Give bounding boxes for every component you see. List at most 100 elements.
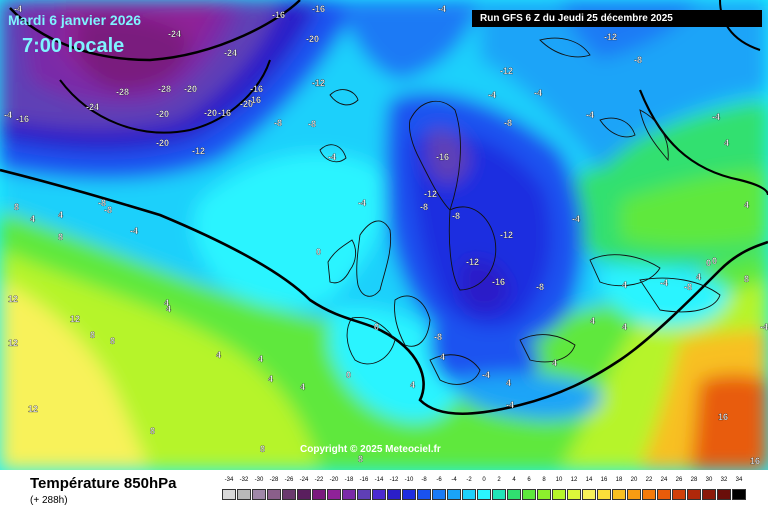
isotherm-value-label: -4 <box>534 88 542 98</box>
legend-swatch <box>552 489 566 500</box>
isotherm-value-label: 4 <box>590 316 595 326</box>
legend-label: -2 <box>466 477 472 483</box>
isotherm-value-label: 4 <box>440 352 445 362</box>
legend-label: -22 <box>314 477 324 483</box>
legend-swatch <box>432 489 446 500</box>
isotherm-value-label: -28 <box>158 84 171 94</box>
legend-swatch <box>342 489 356 500</box>
isotherm-value-label: 4 <box>166 304 171 314</box>
isotherm-value-label: -12 <box>466 257 479 267</box>
legend-label: -4 <box>451 477 457 483</box>
isotherm-value-label: -20 <box>156 109 169 119</box>
isotherm-value-label: -20 <box>240 99 253 109</box>
isotherm-value-label: 8 <box>110 336 115 346</box>
legend-label: -28 <box>269 477 279 483</box>
isotherm-value-label: 4 <box>410 380 415 390</box>
legend-label: -26 <box>284 477 294 483</box>
legend-swatch <box>417 489 431 500</box>
legend-swatch <box>642 489 656 500</box>
isotherm-value-label: -20 <box>184 84 197 94</box>
isotherm-value-label: -12 <box>500 230 513 240</box>
legend-swatch <box>297 489 311 500</box>
isotherm-value-label: 12 <box>8 338 18 348</box>
legend-swatch <box>522 489 536 500</box>
forecast-date: Mardi 6 janvier 2026 <box>8 12 142 28</box>
isotherm-value-label: 0 <box>706 258 711 268</box>
legend-footer: Température 850hPa (+ 288h) -34 -32 -30 -28… <box>0 470 768 512</box>
isotherm-value-label: -8 <box>504 118 512 128</box>
temperature-map: -4 -16 -24 -24 -20 -16 -12 -4 -28 -28 -20 -16 -20 -12… <box>0 0 768 470</box>
isotherm-value-label: 8 <box>358 454 363 464</box>
legend-swatch <box>717 489 731 500</box>
isotherm-value-label: 0 <box>346 370 351 380</box>
legend-label: 18 <box>615 477 623 483</box>
isotherm-value-label: 4 <box>30 214 35 224</box>
isotherm-value-label: -8 <box>420 202 428 212</box>
legend-label: 26 <box>675 477 683 483</box>
isotherm-value-label: -4 <box>712 112 720 122</box>
legend-swatch <box>537 489 551 500</box>
isotherm-value-label: -16 <box>248 95 261 105</box>
legend-label: -8 <box>421 477 427 483</box>
isotherm-value-label: 4 <box>506 378 511 388</box>
isotherm-value-label: -4 <box>14 4 22 14</box>
legend-label: 16 <box>600 477 608 483</box>
isotherm-value-label: 8 <box>58 232 63 242</box>
isotherm-value-label: 4 <box>58 210 63 220</box>
legend-label: -12 <box>389 477 399 483</box>
legend-swatch <box>252 489 266 500</box>
zero-isotherm <box>0 168 768 415</box>
legend-swatch <box>402 489 416 500</box>
legend-swatch <box>372 489 386 500</box>
legend-swatch <box>732 489 746 500</box>
isotherm-value-label: 4 <box>622 322 627 332</box>
isotherm-value-label: -24 <box>224 48 237 58</box>
isotherm-value-label: -12 <box>312 78 325 88</box>
legend-label: -16 <box>359 477 369 483</box>
isotherm-value-label: 8 <box>260 444 265 454</box>
legend-label: 20 <box>630 477 638 483</box>
legend-swatch <box>687 489 701 500</box>
isotherm-value-label: -8 <box>274 118 282 128</box>
legend-label: 4 <box>512 477 516 483</box>
isotherm-value-label: 4 <box>268 374 273 384</box>
legend-swatch <box>222 489 236 500</box>
isotherm-value-label: -12 <box>424 189 437 199</box>
legend-label: -10 <box>404 477 414 483</box>
isotherm-value-label: 4 <box>744 200 749 210</box>
isotherm-labels: -4-16-24-24-20-16-12-4-28 -28 -20 -16-20-12… <box>4 4 768 466</box>
legend-label: 14 <box>585 477 593 483</box>
forecast-time: 7:00 locale <box>22 35 125 57</box>
isotherm-value-label: -28 <box>116 87 129 97</box>
legend-label: 6 <box>527 477 531 483</box>
legend-swatch <box>657 489 671 500</box>
isotherm-value-label: -16 <box>436 152 449 162</box>
isotherm-value-label: -8 <box>536 282 544 292</box>
legend-swatch <box>327 489 341 500</box>
legend-label: 12 <box>570 477 578 483</box>
legend-label: 24 <box>660 477 668 483</box>
legend-label: 28 <box>690 477 698 483</box>
isotherm-value-label: -12 <box>312 78 325 88</box>
isotherm-value-label: 4 <box>724 138 729 148</box>
coastlines <box>319 37 721 385</box>
legend-label: -24 <box>299 477 309 483</box>
isotherm-value-label: -4 <box>760 322 768 332</box>
isotherm-value-label: -4 <box>506 400 514 410</box>
legend-label: 0 <box>482 477 486 483</box>
legend-label: 34 <box>735 477 743 483</box>
legend-swatch <box>702 489 716 500</box>
isotherm-value-label: 8 <box>744 274 749 284</box>
isotherm-value-label: -16 <box>312 4 325 14</box>
color-scale-legend: -34 -32 -30 -28 -26 -24 -22 -20 -18 -16 -14 -12 -10-… <box>222 476 754 510</box>
legend-swatch <box>612 489 626 500</box>
isotherm-value-label: -16 <box>272 10 285 20</box>
isotherm-value-label: 12 <box>28 404 38 414</box>
legend-label: 32 <box>720 477 728 483</box>
isotherm-value-label: 0 <box>316 247 321 257</box>
isotherm-value-label: 8 <box>90 330 95 340</box>
isotherm-value-label: -8 <box>452 211 460 221</box>
isotherm-value-label: -20 <box>306 34 319 44</box>
legend-label: 30 <box>705 477 713 483</box>
isotherm-value-label: -4 <box>358 198 366 208</box>
